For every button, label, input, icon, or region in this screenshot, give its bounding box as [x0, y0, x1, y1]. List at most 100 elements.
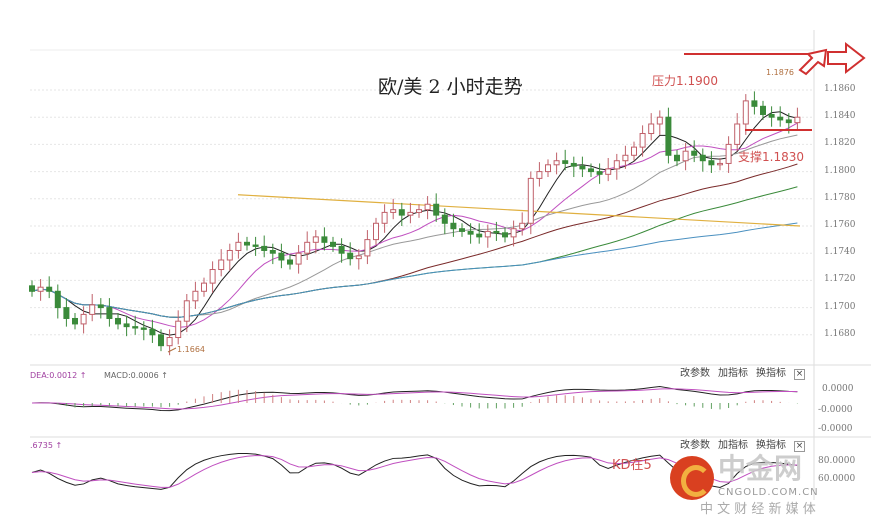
- candle-body: [381, 211, 388, 224]
- candle-body: [46, 286, 53, 292]
- ma-line-5: [31, 111, 798, 336]
- candle-body: [158, 334, 164, 347]
- candle-body: [278, 252, 285, 261]
- y-tick-label: 1.1860: [824, 84, 856, 94]
- candle-body: [330, 241, 336, 247]
- candle-body: [794, 116, 801, 124]
- kd-axis-60: 60.0000: [818, 474, 856, 484]
- candle-body: [734, 123, 741, 145]
- candle-body: [338, 245, 345, 254]
- watermark-brand: 中金网: [718, 452, 803, 485]
- ma-line-60: [31, 186, 798, 318]
- watermark-logo: [670, 456, 714, 500]
- kd-close-icon[interactable]: ×: [794, 441, 805, 452]
- candle-body: [235, 241, 242, 251]
- candle-body: [209, 269, 216, 284]
- candle-body: [424, 203, 431, 211]
- candle-body: [588, 168, 594, 173]
- y-tick-label: 1.1720: [824, 274, 856, 285]
- candle-body: [63, 307, 70, 319]
- kd-toolbar: 改参数 加指标 换指标 ×: [672, 440, 805, 452]
- kd-params-button[interactable]: 改参数: [680, 440, 710, 451]
- watermark-slogan: 中 文 财 经 新 媒 体: [700, 502, 816, 517]
- candle-body: [742, 100, 749, 125]
- support-label: 支撑1.1830: [738, 150, 804, 164]
- candle-body: [398, 209, 405, 216]
- candle-body: [175, 320, 182, 339]
- candle-body: [29, 285, 35, 292]
- candle-body: [364, 239, 371, 257]
- candle-body: [97, 304, 104, 309]
- candle-body: [304, 241, 311, 254]
- candle-body: [682, 150, 689, 162]
- kd-axis-80: 80.0000: [818, 456, 856, 466]
- candle-body: [80, 313, 87, 325]
- candle-body: [347, 252, 354, 260]
- candle-body: [123, 323, 130, 328]
- arrow-icon: [798, 48, 828, 76]
- ma-line-40: [31, 163, 798, 318]
- y-tick-label: 1.1740: [824, 247, 856, 258]
- candle-body: [132, 326, 139, 329]
- kd-note: KD在5: [612, 458, 652, 473]
- candle-body: [106, 307, 113, 319]
- candle-body: [149, 328, 156, 336]
- candle-body: [484, 230, 491, 238]
- candle-body: [37, 286, 44, 292]
- candle-body: [613, 160, 620, 170]
- candle-body: [725, 143, 732, 164]
- candle-body: [656, 116, 663, 125]
- candle-body: [252, 244, 259, 247]
- candle-body: [201, 282, 207, 292]
- kd-change-indicator-button[interactable]: 换指标: [756, 440, 786, 451]
- candle-body: [261, 245, 268, 251]
- resistance-label: 压力1.1900: [652, 74, 718, 88]
- macd-close-icon[interactable]: ×: [794, 369, 805, 380]
- candle-body: [287, 259, 293, 265]
- y-tick-label: 1.1700: [824, 301, 856, 312]
- macd-value-label: MACD:0.0006 ↑: [104, 371, 168, 380]
- candle-body: [674, 154, 680, 162]
- candle-body: [777, 116, 784, 121]
- candle-body: [760, 105, 766, 115]
- candle-body: [639, 133, 646, 148]
- candle-body: [527, 177, 534, 224]
- candle-body: [699, 154, 706, 162]
- candle-body: [751, 100, 758, 107]
- macd-dea-label: DEA:0.0012 ↑: [30, 371, 87, 380]
- candle-body: [373, 222, 379, 241]
- candle-body: [390, 209, 397, 213]
- low-pointer: [167, 347, 177, 353]
- y-tick-label: 1.1780: [824, 192, 856, 203]
- candle-body: [570, 162, 577, 167]
- low-label: 1.1664: [177, 345, 205, 354]
- macd-add-indicator-button[interactable]: 加指标: [718, 368, 748, 379]
- candle-body: [355, 255, 362, 260]
- candle-body: [510, 228, 517, 238]
- candle-body: [768, 113, 775, 118]
- candle-body: [579, 165, 586, 170]
- candle-body: [244, 241, 250, 246]
- candle-body: [476, 233, 483, 238]
- candle-body: [708, 160, 715, 166]
- candle-body: [192, 290, 199, 302]
- macd-axis-1: -0.0000: [818, 405, 853, 415]
- candle-body: [596, 171, 603, 175]
- kd-k-line: [31, 453, 798, 490]
- candle-body: [218, 259, 225, 271]
- macd-change-indicator-button[interactable]: 换指标: [756, 368, 786, 379]
- candle-body: [433, 203, 440, 216]
- candle-body: [717, 162, 723, 166]
- y-tick-label: 1.1820: [824, 138, 856, 149]
- candle-body: [89, 304, 96, 315]
- candle-body: [519, 222, 526, 230]
- candle-body: [312, 236, 319, 243]
- y-tick-label: 1.1800: [824, 165, 856, 176]
- candle-body: [407, 211, 414, 216]
- macd-params-button[interactable]: 改参数: [680, 368, 710, 379]
- y-tick-label: 1.1680: [824, 328, 856, 339]
- ma-line-90: [31, 222, 798, 318]
- kd-add-indicator-button[interactable]: 加指标: [718, 440, 748, 451]
